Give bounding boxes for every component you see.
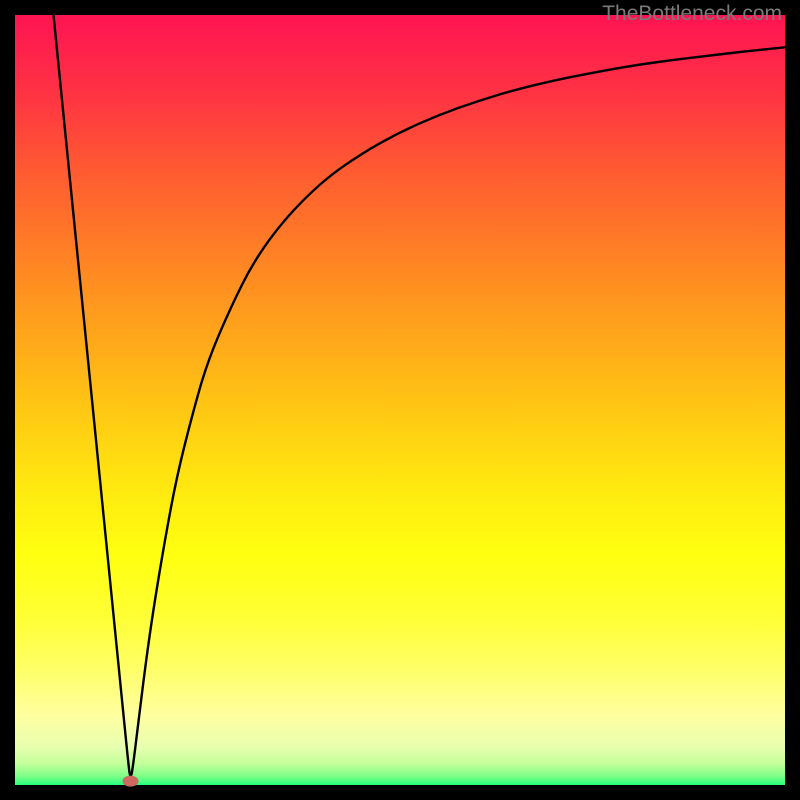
optimal-point-marker [123,776,139,787]
chart-container: TheBottleneck.com [0,0,800,800]
plot-background [15,15,785,785]
bottleneck-curve-chart [0,0,800,800]
watermark-text: TheBottleneck.com [602,2,782,26]
